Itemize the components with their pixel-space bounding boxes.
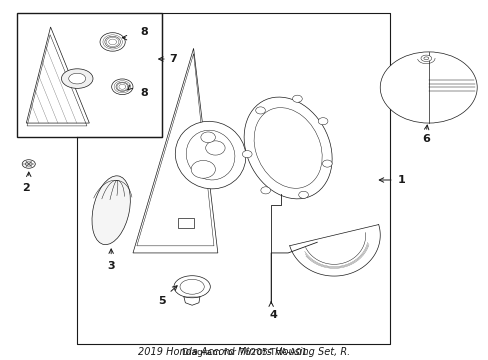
Text: 8: 8 [140,27,148,37]
Ellipse shape [22,160,35,168]
Circle shape [205,141,224,155]
Circle shape [111,79,133,95]
Circle shape [380,52,476,123]
Circle shape [322,160,331,167]
Text: 2019 Honda Accord Mirrors Housing Set, R.: 2019 Honda Accord Mirrors Housing Set, R… [138,347,350,356]
Ellipse shape [186,130,234,180]
FancyBboxPatch shape [177,218,193,228]
Circle shape [298,191,308,198]
Ellipse shape [25,162,32,166]
Ellipse shape [69,73,85,84]
Ellipse shape [244,97,331,199]
Text: Diagram for 76205-TVA-A01: Diagram for 76205-TVA-A01 [182,348,306,357]
Circle shape [191,161,215,178]
Ellipse shape [175,121,245,189]
Circle shape [260,187,270,194]
Text: 4: 4 [269,310,277,320]
Circle shape [104,36,120,48]
Ellipse shape [174,276,210,298]
FancyBboxPatch shape [17,13,162,137]
Text: 7: 7 [169,54,177,64]
Circle shape [100,33,125,51]
Circle shape [116,82,128,91]
Text: 3: 3 [107,261,115,271]
Ellipse shape [92,176,130,245]
Text: 8: 8 [140,88,148,98]
Text: 2: 2 [22,183,30,193]
Ellipse shape [61,69,93,88]
Ellipse shape [180,279,204,294]
Text: 5: 5 [158,296,165,306]
Ellipse shape [420,55,431,62]
Text: 6: 6 [422,134,429,144]
Circle shape [255,107,265,114]
Ellipse shape [254,108,322,188]
Text: 1: 1 [396,175,404,185]
Ellipse shape [423,57,428,60]
Circle shape [242,150,252,158]
Circle shape [318,118,327,125]
Circle shape [201,132,215,143]
Circle shape [292,95,302,102]
